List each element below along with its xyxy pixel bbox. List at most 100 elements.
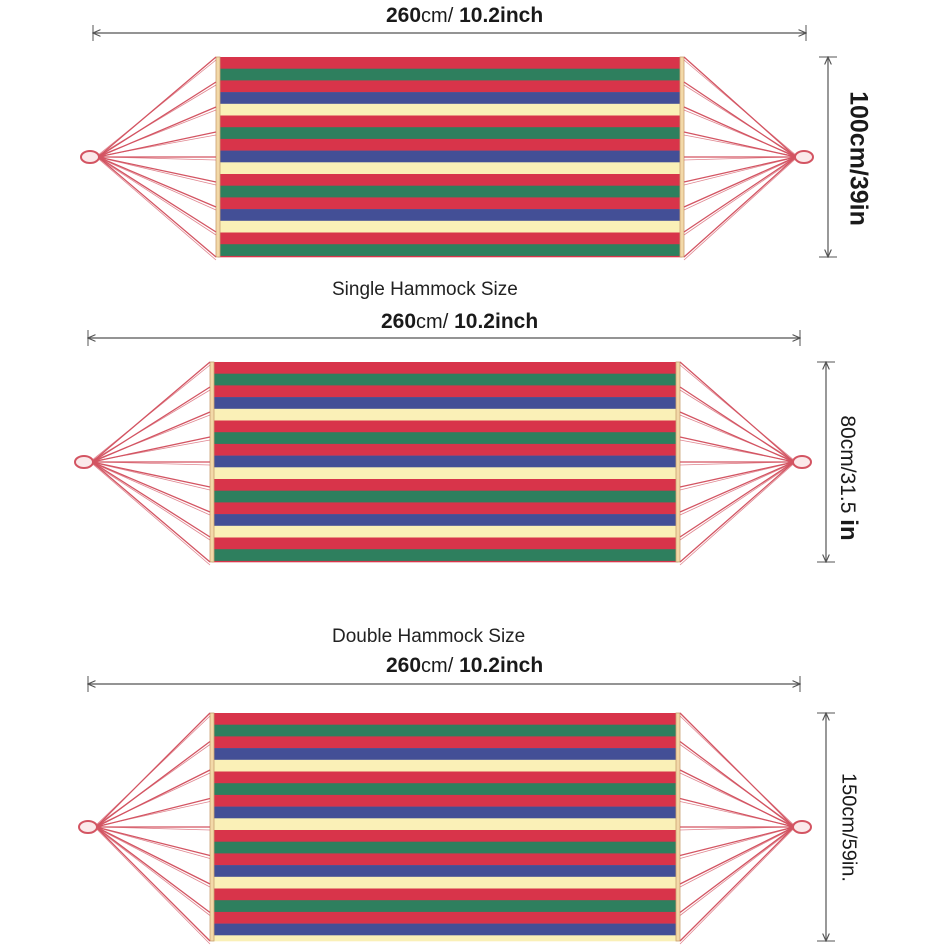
fabric-stripe [218, 103, 682, 116]
double-hammock [74, 330, 835, 566]
rope-line [679, 462, 795, 516]
caption-double-hammock: Double Hammock Size [332, 626, 526, 647]
spreader-bar-right [675, 361, 681, 563]
large-hammock [78, 676, 835, 945]
spreader-bar-left [209, 361, 215, 563]
fabric-stripe [212, 888, 678, 901]
fabric-stripe [212, 514, 678, 527]
rope-line [91, 461, 211, 491]
rope-line [679, 826, 795, 831]
end-ring-right [792, 455, 812, 469]
spreader-bar-right [679, 56, 685, 258]
rope-line [679, 826, 795, 859]
spreader-bar-left [215, 56, 221, 258]
rope-line [683, 157, 797, 211]
height-label-2: 80cm/31.5 in [834, 378, 862, 578]
rope-line [683, 84, 797, 156]
fabric-stripe [212, 818, 678, 831]
rope-line [683, 156, 797, 183]
rope-line [91, 461, 211, 513]
rope-line [679, 826, 795, 885]
fabric-stripe [212, 923, 678, 936]
rope-line [95, 827, 211, 888]
fabric-stripe [212, 549, 678, 562]
fabric-stripe [212, 502, 678, 515]
rope-line [97, 156, 217, 258]
rope-line [91, 461, 211, 488]
height-label-2-unit: in [835, 519, 862, 541]
fabric-stripe [212, 490, 678, 503]
rope-line [91, 463, 211, 566]
length-inch-1: 10.2inch [459, 4, 544, 27]
fabric-stripe [218, 185, 682, 198]
height-label-3: 150cm/59in. [837, 773, 860, 882]
rope-line [679, 389, 795, 461]
rope-line [679, 712, 795, 828]
fabric-stripe [212, 724, 678, 737]
rope-line [95, 712, 211, 828]
rope-line [679, 361, 795, 463]
rope-line [95, 826, 211, 942]
length-inch-3: 10.2inch [459, 654, 544, 677]
fabric-stripe [212, 420, 678, 433]
length-inch-2: 10.2inch [454, 310, 539, 333]
end-ring-left [74, 455, 94, 469]
fabric-stripe [212, 537, 678, 550]
rope-line [91, 439, 211, 462]
rope-line [97, 59, 217, 156]
fabric-stripe [218, 92, 682, 105]
rope-line [97, 109, 217, 157]
fabric-stripe [212, 455, 678, 468]
spreader-bar-left [209, 712, 215, 942]
length-label-1: 260cm/ 10.2inch [386, 4, 543, 28]
rope-line [97, 156, 217, 183]
rope-line [679, 461, 795, 513]
rope-line [95, 826, 211, 885]
fabric-stripe [218, 80, 682, 93]
fabric-stripe [212, 806, 678, 819]
rope-line [679, 414, 795, 462]
rope-line [91, 462, 211, 541]
rope-line [683, 109, 797, 157]
rope-line [683, 59, 797, 156]
fabric-stripe [218, 244, 682, 257]
end-ring-right [794, 150, 814, 164]
fabric-stripe [218, 68, 682, 81]
rope-line [679, 826, 795, 914]
length-label-3: 260cm/ 10.2inch [386, 654, 543, 678]
rope-line [97, 156, 217, 186]
fabric-stripe [218, 209, 682, 222]
rope-line [683, 156, 797, 161]
rope-line [91, 461, 211, 538]
end-ring-right [792, 820, 812, 834]
fabric-stripe [212, 408, 678, 421]
rope-line [679, 827, 795, 888]
rope-line [91, 389, 211, 461]
rope-line [679, 386, 795, 463]
fabric-stripe [218, 174, 682, 186]
rope-line [683, 134, 797, 157]
fabric-stripe [212, 853, 678, 866]
rope-line [679, 461, 795, 491]
fabric-stripe [218, 115, 682, 128]
fabric-stripe [212, 373, 678, 386]
rope-line [95, 826, 211, 857]
rope-line [97, 157, 217, 236]
fabric-stripe [212, 865, 678, 878]
rope-line [683, 157, 797, 236]
fabric-stripe [218, 255, 682, 258]
rope-line [95, 801, 211, 827]
end-ring-left [80, 150, 100, 164]
rope-line [683, 156, 797, 208]
fabric-stripe [212, 525, 678, 538]
rope-line [679, 826, 795, 942]
rope-line [679, 439, 795, 462]
fabric-stripe [218, 138, 682, 151]
rope-line [683, 156, 797, 233]
rope-line [91, 361, 211, 463]
rope-line [97, 84, 217, 156]
rope-line [683, 81, 797, 158]
fabric-stripe [212, 935, 678, 942]
rope-line [95, 828, 211, 945]
